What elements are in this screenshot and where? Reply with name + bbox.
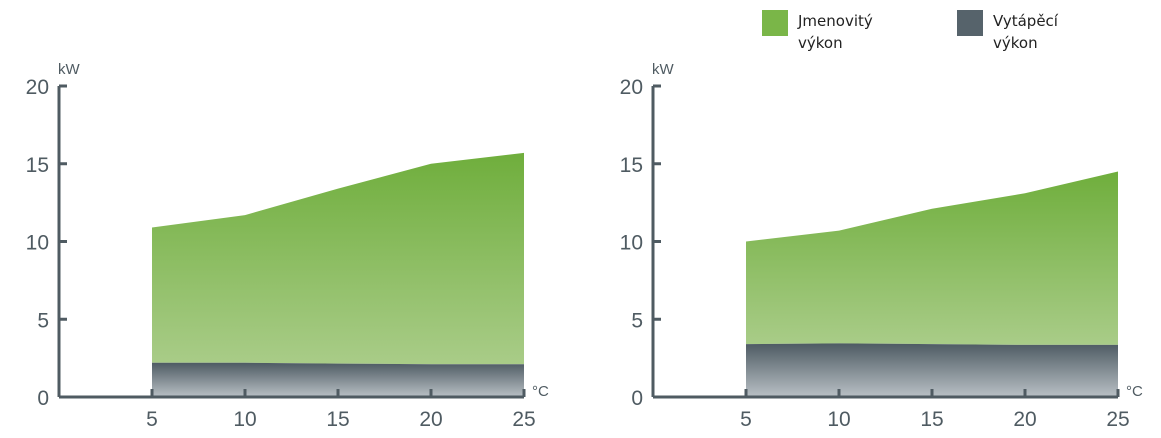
y-tick-label: 10	[620, 232, 643, 255]
legend-swatch-green	[762, 10, 788, 36]
series-area-vytapeci	[746, 343, 1118, 397]
chart-left: 0 5 10 15 20 5 10 15 20 25 kW °C	[26, 61, 549, 431]
series-area-jmenovity	[152, 152, 524, 365]
legend-swatch-grey	[957, 10, 983, 36]
x-tick-label: 25	[512, 408, 535, 431]
y-tick-label: 5	[37, 309, 49, 332]
x-axis-label: °C	[1126, 383, 1143, 400]
x-tick-label: 5	[146, 408, 158, 431]
legend-label: Vytápěcí výkon	[993, 12, 1058, 52]
y-tick-label: 20	[26, 76, 49, 99]
x-tick-label: 10	[827, 408, 850, 431]
x-tick-label: 10	[233, 408, 256, 431]
y-tick-label: 15	[620, 154, 643, 177]
y-tick-label: 0	[37, 387, 49, 410]
x-axis-label: °C	[532, 383, 549, 400]
x-tick-label: 15	[920, 408, 943, 431]
x-tick-label: 25	[1106, 408, 1129, 431]
series-area-vytapeci	[152, 362, 524, 397]
legend-item-jmenovity: Jmenovitý výkon	[762, 10, 898, 54]
y-axis-label: kW	[58, 61, 81, 78]
y-tick-label: 15	[26, 154, 49, 177]
legend-item-vytapeci: Vytápěcí výkon	[957, 10, 1093, 54]
y-tick-label: 5	[631, 309, 643, 332]
y-tick-label: 10	[26, 232, 49, 255]
y-axis-label: kW	[652, 61, 675, 78]
series-area-jmenovity	[746, 171, 1118, 345]
x-tick-label: 5	[740, 408, 752, 431]
x-tick-label: 20	[419, 408, 442, 431]
x-tick-label: 20	[1013, 408, 1036, 431]
x-tick-label: 15	[326, 408, 349, 431]
chart-right: 0 5 10 15 20 5 10 15 20 25 kW °C	[620, 61, 1143, 431]
legend-label: Jmenovitý výkon	[798, 12, 873, 52]
y-tick-label: 20	[620, 76, 643, 99]
y-tick-label: 0	[631, 387, 643, 410]
